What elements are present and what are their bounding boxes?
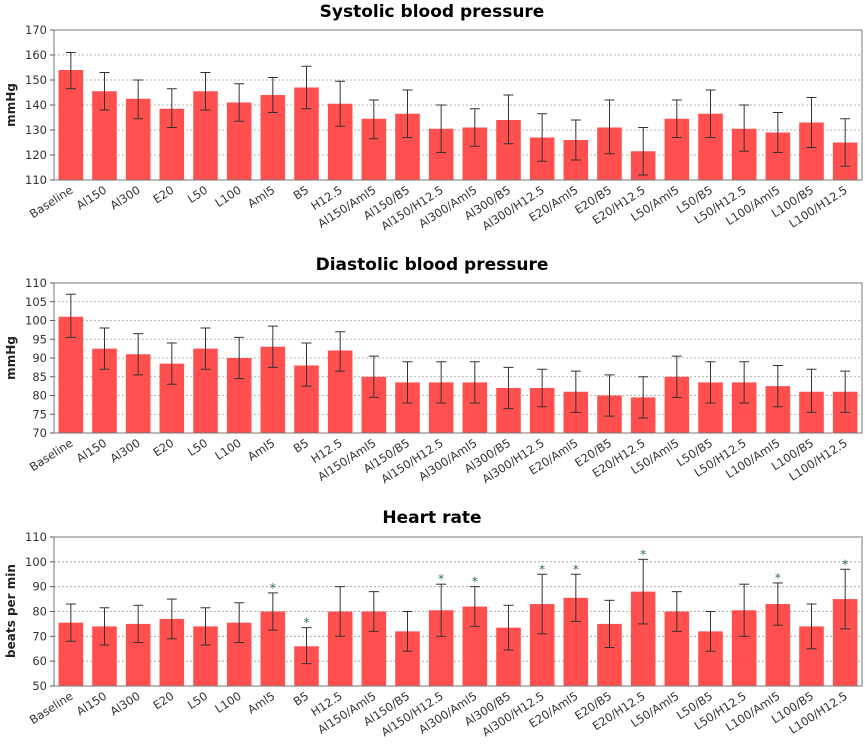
- systolic-x-tick-label: L50: [185, 183, 210, 206]
- diastolic-x-tick-label: B5: [291, 436, 311, 456]
- systolic-y-tick-label: 170: [25, 23, 47, 37]
- heart-rate-x-tick-label: L100: [212, 689, 243, 716]
- heart-rate-significance-marker: *: [775, 571, 781, 585]
- systolic-y-tick-label: 120: [25, 148, 47, 162]
- heart-rate-x-tick-label: L50: [185, 689, 210, 712]
- diastolic-y-tick-label: 85: [32, 370, 47, 384]
- diastolic-y-tick-label: 105: [25, 295, 47, 309]
- heart-rate-y-tick-label: 80: [32, 605, 47, 619]
- heart-rate-significance-marker: *: [842, 557, 848, 571]
- heart-rate-x-tick-label: Aml5: [245, 689, 277, 717]
- heart-rate-y-tick-label: 70: [32, 629, 47, 643]
- systolic-y-axis-label: mmHg: [4, 83, 18, 127]
- systolic-y-tick-label: 140: [25, 98, 47, 112]
- diastolic-y-tick-label: 75: [32, 407, 47, 421]
- diastolic-x-tick-label: L100: [212, 436, 243, 463]
- heart-rate-plot-frame: [53, 536, 863, 687]
- diastolic-y-tick-label: 110: [25, 276, 47, 290]
- systolic-x-tick-label: L100: [212, 183, 243, 210]
- heart-rate-panel: Heart rate beats per min 50 60 70 80 90 100 11…: [4, 508, 863, 739]
- heart-rate-y-tick-label: 60: [32, 654, 47, 668]
- diastolic-y-tick-label: 90: [32, 351, 47, 365]
- diastolic-x-tick-label: Baseline: [27, 436, 76, 474]
- heart-rate-x-tick-label: Baseline: [27, 689, 76, 727]
- systolic-y-tick-label: 130: [25, 123, 47, 137]
- systolic-x-tick-label: Aml5: [245, 183, 277, 211]
- systolic-plot-frame: [53, 29, 863, 181]
- heart-rate-significance-marker: *: [304, 616, 310, 630]
- diastolic-x-tick-label: Aml5: [245, 436, 277, 464]
- heart-rate-significance-marker: *: [270, 581, 276, 595]
- heart-rate-x-tick-label: E20: [150, 689, 176, 713]
- heart-rate-significance-marker: *: [472, 575, 478, 589]
- diastolic-panel: Diastolic blood pressure mmHg 70 75 80 85 90…: [4, 255, 863, 486]
- diastolic-y-tick-label: 70: [32, 426, 47, 440]
- systolic-y-tick-label: 160: [25, 48, 47, 62]
- systolic-x-tick-label: Al300: [107, 183, 142, 213]
- diastolic-y-tick-label: 95: [32, 332, 47, 346]
- heart-rate-x-tick-label: Al150: [74, 689, 109, 719]
- systolic-x-tick-label: Al150: [74, 183, 109, 213]
- heart-rate-y-tick-label: 50: [32, 679, 47, 693]
- systolic-x-tick-label: E20: [150, 183, 176, 207]
- diastolic-x-tick-label: Al300: [107, 436, 142, 466]
- systolic-chart-title: Systolic blood pressure: [320, 2, 545, 22]
- systolic-x-tick-label: B5: [291, 183, 311, 203]
- heart-rate-y-axis-label: beats per min: [4, 564, 18, 658]
- diastolic-x-tick-label: E20: [150, 436, 176, 460]
- heart-rate-x-tick-label: Al300: [107, 689, 142, 719]
- systolic-x-tick-label: Baseline: [27, 183, 76, 221]
- heart-rate-significance-marker: *: [438, 572, 444, 586]
- diastolic-plot-frame: [53, 282, 863, 434]
- heart-rate-y-tick-label: 90: [32, 580, 47, 594]
- heart-rate-significance-marker: *: [640, 547, 646, 561]
- diastolic-y-tick-label: 100: [25, 314, 47, 328]
- systolic-y-tick-label: 150: [25, 73, 47, 87]
- systolic-y-tick-label: 110: [25, 173, 47, 187]
- heart-rate-significance-marker: *: [573, 562, 579, 576]
- diastolic-y-tick-label: 80: [32, 389, 47, 403]
- systolic-panel: Systolic blood pressure mmHg 110 120 130 14…: [4, 2, 863, 233]
- heart-rate-chart-title: Heart rate: [382, 508, 481, 528]
- diastolic-y-axis-label: mmHg: [4, 336, 18, 380]
- heart-rate-y-tick-label: 100: [25, 555, 47, 569]
- diastolic-chart-title: Diastolic blood pressure: [316, 255, 549, 275]
- heart-rate-x-tick-label: B5: [291, 689, 311, 709]
- heart-rate-significance-marker: *: [539, 562, 545, 576]
- heart-rate-y-tick-label: 110: [25, 530, 47, 544]
- diastolic-x-tick-label: L50: [185, 436, 210, 459]
- diastolic-x-tick-label: Al150: [74, 436, 109, 466]
